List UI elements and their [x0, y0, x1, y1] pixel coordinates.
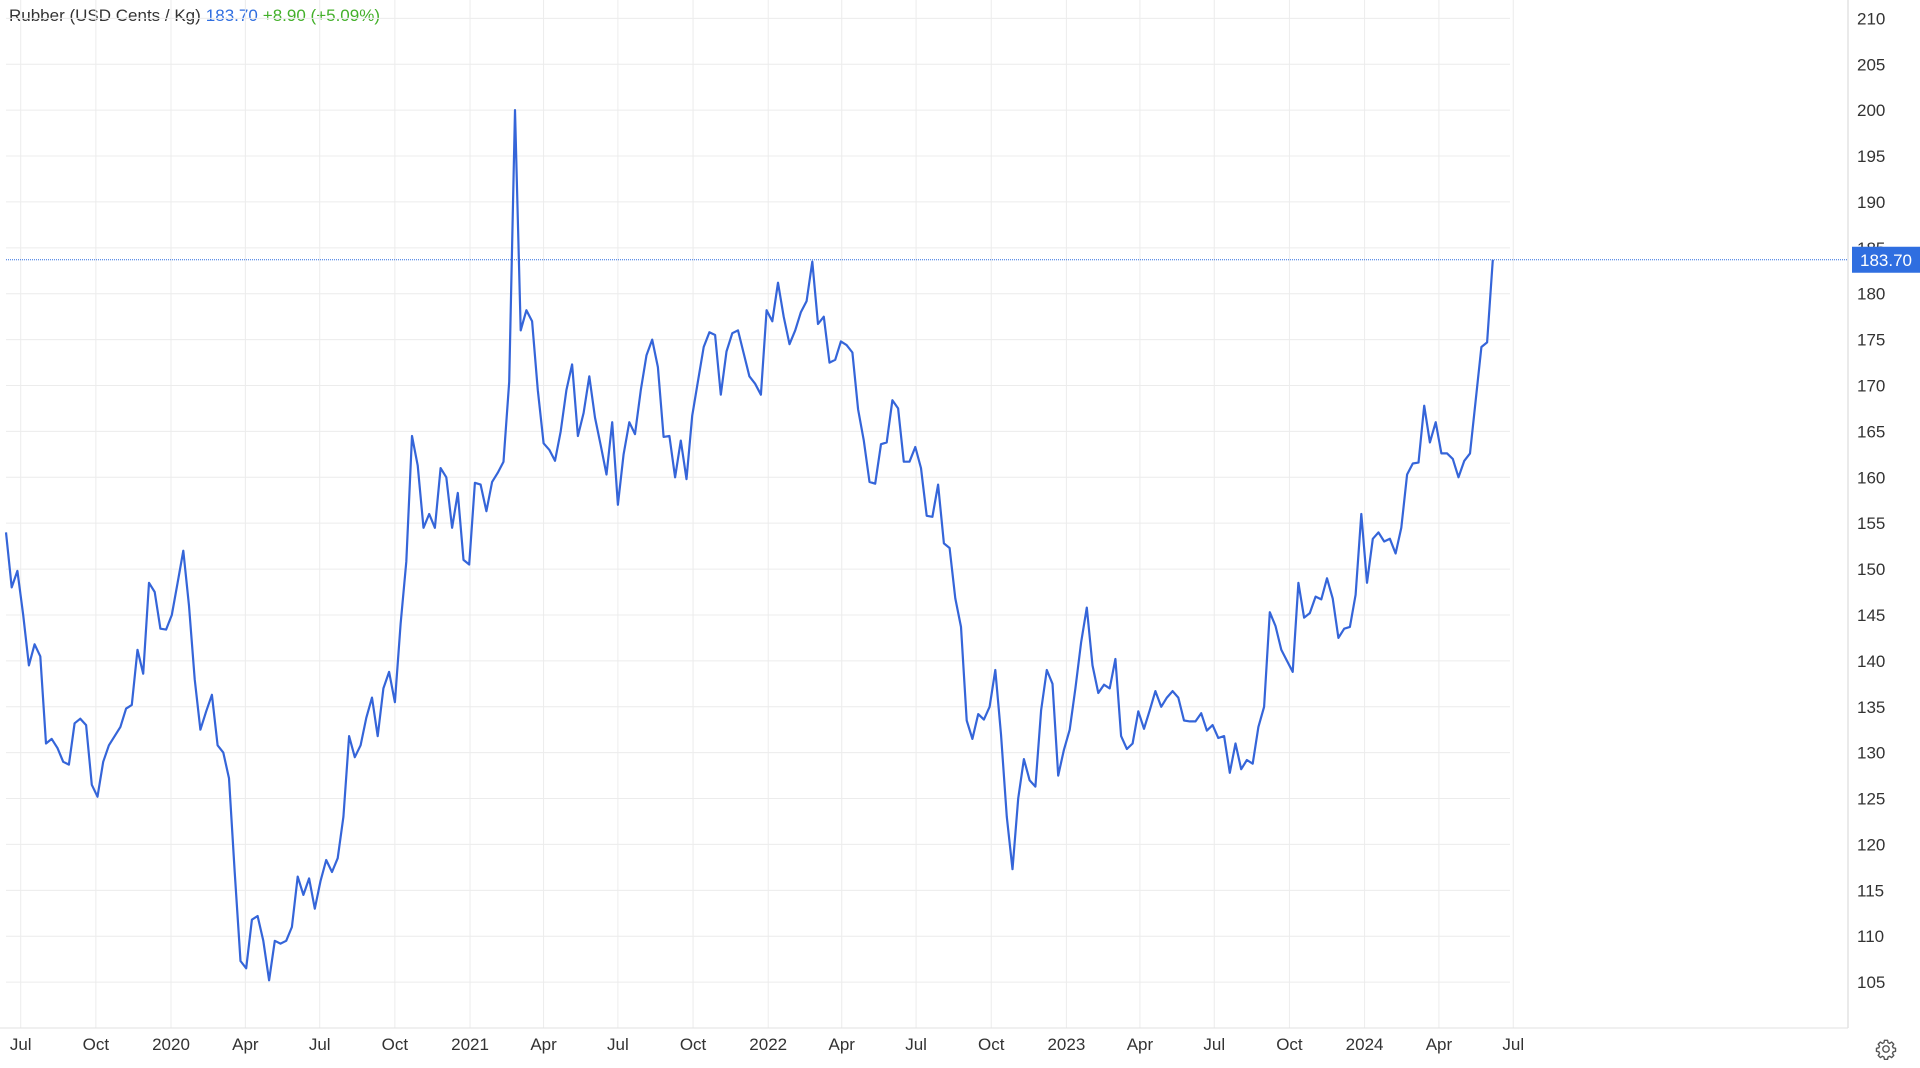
y-tick-label: 165 — [1857, 422, 1885, 441]
x-tick-label: Jul — [1203, 1035, 1225, 1054]
y-tick-label: 155 — [1857, 514, 1885, 533]
y-tick-label: 160 — [1857, 468, 1885, 487]
x-tick-label: Jul — [607, 1035, 629, 1054]
y-tick-label: 205 — [1857, 55, 1885, 74]
y-tick-label: 140 — [1857, 652, 1885, 671]
y-tick-label: 210 — [1857, 9, 1885, 28]
y-tick-label: 180 — [1857, 285, 1885, 304]
x-tick-label: 2022 — [749, 1035, 787, 1054]
x-tick-label: Apr — [829, 1035, 856, 1054]
x-tick-label: Apr — [232, 1035, 259, 1054]
x-axis-labels: Jul Oct 2020 Apr Jul Oct 2021 Apr Jul Oct 2022 Apr J… — [10, 1035, 1524, 1054]
x-tick-label: Oct — [680, 1035, 707, 1054]
x-tick-label: Apr — [530, 1035, 557, 1054]
x-tick-label: Oct — [978, 1035, 1005, 1054]
instrument-name: Rubber (USD Cents / Kg) — [9, 6, 201, 25]
y-tick-label: 120 — [1857, 835, 1885, 854]
gear-icon[interactable] — [1875, 1038, 1897, 1060]
x-tick-label: 2023 — [1047, 1035, 1085, 1054]
x-tick-label: Jul — [10, 1035, 32, 1054]
y-tick-label: 150 — [1857, 560, 1885, 579]
x-tick-label: Apr — [1426, 1035, 1453, 1054]
last-price-tag-label: 183.70 — [1860, 251, 1912, 270]
x-tick-label: Oct — [382, 1035, 409, 1054]
y-tick-label: 190 — [1857, 193, 1885, 212]
y-tick-label: 115 — [1857, 881, 1884, 900]
y-tick-label: 200 — [1857, 101, 1885, 120]
y-tick-label: 110 — [1857, 927, 1884, 946]
last-price-tag: 183.70 — [1852, 246, 1920, 273]
x-tick-label: Oct — [83, 1035, 110, 1054]
y-tick-label: 175 — [1857, 331, 1885, 350]
x-tick-label: Jul — [309, 1035, 331, 1054]
x-tick-label: Oct — [1276, 1035, 1303, 1054]
series-line — [4, 109, 1494, 982]
x-tick-label: Jul — [905, 1035, 927, 1054]
y-tick-label: 130 — [1857, 744, 1885, 763]
last-price-tag-bg — [1852, 246, 1920, 273]
y-tick-label: 170 — [1857, 377, 1885, 396]
x-tick-label: Jul — [1502, 1035, 1524, 1054]
y-tick-label: 145 — [1857, 606, 1885, 625]
grid-lines — [6, 0, 1514, 1028]
x-tick-label: 2024 — [1346, 1035, 1384, 1054]
y-tick-label: 195 — [1857, 147, 1885, 166]
y-axis-labels: 105 110 115 120 125 130 135 140 145 150 155 160 165 1… — [1857, 9, 1885, 992]
price-change: +8.90 (+5.09%) — [262, 6, 380, 25]
y-tick-label: 125 — [1857, 790, 1885, 809]
chart-header: Rubber (USD Cents / Kg) 183.70 +8.90 (+5.0… — [9, 6, 380, 26]
x-tick-label: Apr — [1127, 1035, 1154, 1054]
axis-lines — [0, 0, 1849, 1029]
x-tick-label: 2021 — [451, 1035, 489, 1054]
last-price: 183.70 — [205, 6, 258, 25]
x-tick-label: 2020 — [152, 1035, 190, 1054]
y-tick-label: 135 — [1857, 698, 1885, 717]
y-tick-label: 105 — [1857, 973, 1885, 992]
